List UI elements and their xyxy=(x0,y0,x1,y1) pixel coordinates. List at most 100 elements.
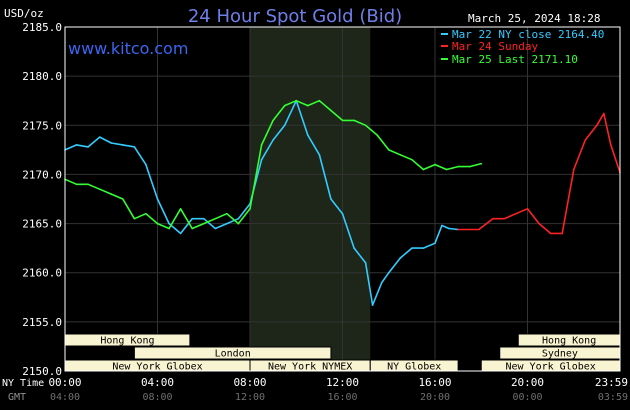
data-point xyxy=(179,208,182,210)
kitco-website-link[interactable]: www.kitco.com xyxy=(68,39,188,58)
data-point xyxy=(399,153,402,156)
data-point xyxy=(260,158,263,161)
data-point xyxy=(318,153,321,156)
data-point xyxy=(110,142,113,144)
data-point xyxy=(341,212,344,215)
y-tick-label: 2150.0 xyxy=(22,365,62,378)
session-label: NY Globex xyxy=(387,362,441,373)
x-tick-label-ny: 00:00 xyxy=(48,376,81,389)
session-label: New York Globex xyxy=(505,362,595,373)
data-point xyxy=(572,168,575,171)
data-point xyxy=(448,227,450,230)
data-point xyxy=(538,222,540,225)
unit-label: USD/oz xyxy=(4,7,44,20)
data-point xyxy=(133,217,136,220)
data-point xyxy=(584,139,587,141)
data-point xyxy=(353,119,355,122)
data-point xyxy=(214,227,217,230)
y-tick-label: 2175.0 xyxy=(22,119,62,132)
data-point xyxy=(468,165,471,168)
data-point xyxy=(526,208,529,210)
data-point xyxy=(503,217,506,220)
x-tick-label-ny: 04:00 xyxy=(141,376,174,389)
legend-label-mar22: Mar 22 NY close 2164.40 xyxy=(452,28,604,41)
data-point xyxy=(110,193,113,195)
x-tick-label-gmt: 16:00 xyxy=(327,392,357,403)
plot-border xyxy=(64,26,621,372)
data-point xyxy=(387,271,390,274)
data-point xyxy=(411,158,413,161)
data-point xyxy=(330,109,332,112)
data-point xyxy=(492,217,494,220)
data-point xyxy=(237,217,240,220)
data-point xyxy=(156,198,159,200)
x-axis-ny-time-label: NY Time xyxy=(2,378,44,389)
x-tick-label-gmt: 20:00 xyxy=(420,392,450,403)
data-point xyxy=(87,146,89,148)
data-point xyxy=(98,188,101,190)
data-point xyxy=(122,198,124,200)
x-tick-label-gmt: 08:00 xyxy=(142,392,172,403)
data-point xyxy=(168,222,170,225)
data-point xyxy=(381,281,383,284)
data-point xyxy=(441,224,443,227)
session-label: New York NYMEX xyxy=(268,362,352,373)
data-point xyxy=(283,104,286,107)
data-point xyxy=(478,228,480,231)
data-point xyxy=(603,112,605,115)
y-tick-label: 2155.0 xyxy=(22,316,62,329)
data-point xyxy=(457,228,459,231)
data-point xyxy=(98,136,101,138)
session-label: Hong Kong xyxy=(100,336,154,347)
chart-title: 24 Hour Spot Gold (Bid) xyxy=(188,6,402,27)
data-point xyxy=(249,208,251,210)
data-point xyxy=(202,222,205,225)
data-point xyxy=(202,217,205,220)
data-point xyxy=(596,124,598,127)
data-point xyxy=(445,168,448,171)
y-tick-label: 2185.0 xyxy=(22,21,62,34)
x-tick-label-gmt: 00:00 xyxy=(512,392,542,403)
x-tick-label-ny: 12:00 xyxy=(326,376,359,389)
x-tick-label-gmt: 12:00 xyxy=(235,392,265,403)
data-point xyxy=(283,124,286,127)
data-point xyxy=(295,99,298,102)
data-point xyxy=(168,227,170,230)
data-point xyxy=(156,222,159,225)
data-point xyxy=(371,304,374,306)
data-point xyxy=(422,168,425,171)
x-axis-ticks: 00:00 04:00 04:00 08:00 08:00 12:00 12:00 16:00… xyxy=(48,376,628,403)
x-tick-label-gmt: 04:00 xyxy=(50,392,80,403)
data-point xyxy=(387,149,390,151)
data-point xyxy=(191,227,193,230)
data-point xyxy=(318,99,321,102)
data-point xyxy=(75,144,78,146)
session-label: Hong Kong xyxy=(542,336,596,347)
data-point xyxy=(214,217,217,220)
y-tick-label: 2160.0 xyxy=(22,267,62,280)
data-point xyxy=(364,124,367,127)
data-point xyxy=(307,134,309,136)
data-point xyxy=(272,119,274,122)
data-point xyxy=(515,212,517,215)
y-axis-ticks: 2185.0 2180.0 2175.0 2170.0 2165.0 2160.0 2155… xyxy=(22,21,62,378)
data-point xyxy=(307,104,309,107)
x-tick-label-gmt: 03:59 xyxy=(598,392,628,403)
data-point xyxy=(226,222,228,225)
data-point xyxy=(364,262,367,264)
date-time-label: March 25, 2024 18:28 xyxy=(468,12,600,25)
session-box xyxy=(369,359,459,373)
y-tick-label: 2180.0 xyxy=(22,70,62,83)
session-box xyxy=(133,346,332,360)
x-tick-label-ny: 20:00 xyxy=(511,376,544,389)
x-tick-label-ny: 08:00 xyxy=(233,376,266,389)
data-point xyxy=(353,247,355,249)
legend-label-mar25: Mar 25 Last 2171.10 xyxy=(452,53,578,66)
data-point xyxy=(422,247,425,249)
y-tick-label: 2165.0 xyxy=(22,218,62,231)
data-point xyxy=(561,232,563,235)
data-point xyxy=(226,212,228,215)
data-point xyxy=(237,222,240,225)
data-point xyxy=(272,139,274,141)
